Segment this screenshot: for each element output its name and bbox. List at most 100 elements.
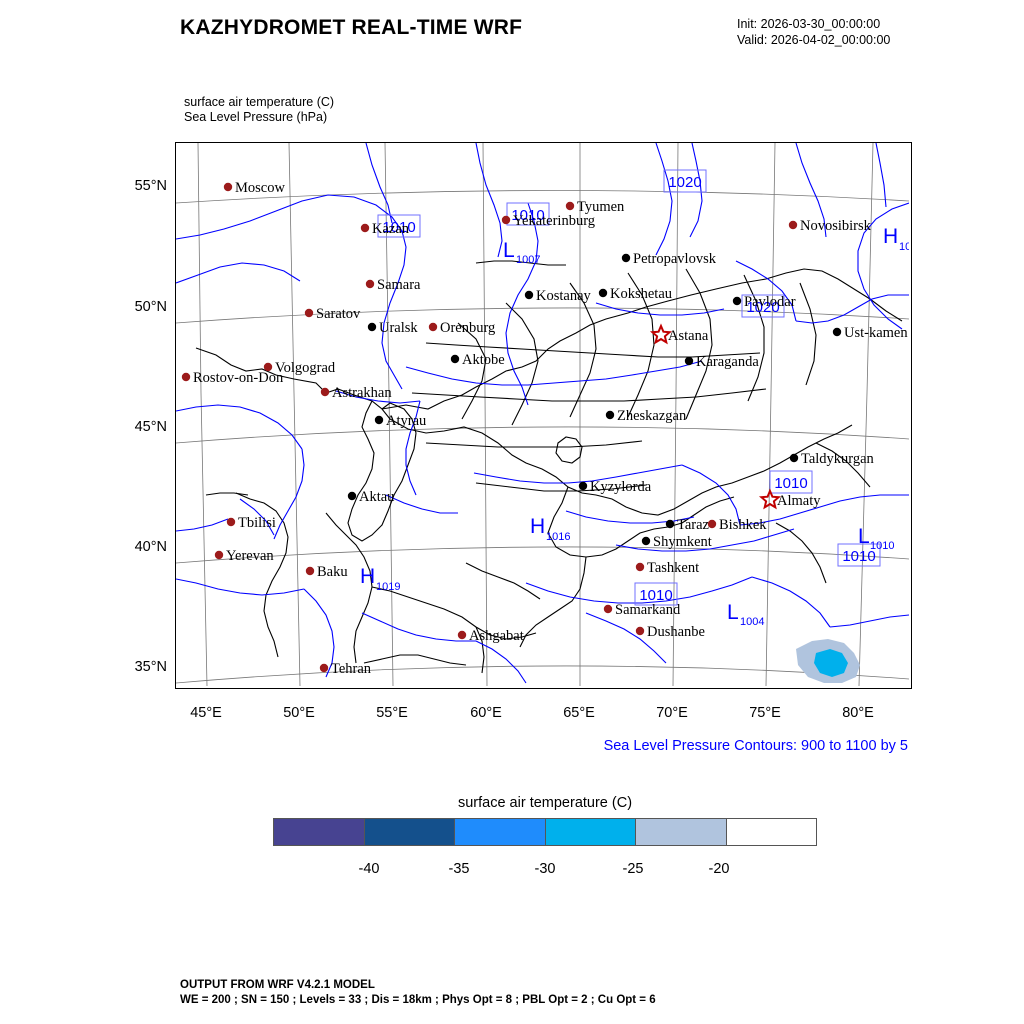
- x-tick-label: 75°E: [749, 705, 781, 721]
- high-center: H1024: [883, 225, 909, 253]
- contour-caption: Sea Level Pressure Contours: 900 to 1100…: [603, 738, 908, 754]
- svg-text:1024: 1024: [899, 241, 909, 253]
- city-marker[interactable]: Kazan: [360, 221, 410, 237]
- city-marker[interactable]: Orenburg: [428, 320, 496, 336]
- city-marker[interactable]: Uralsk: [367, 320, 419, 336]
- city-marker[interactable]: Yekaterinburg: [501, 213, 595, 229]
- weather-map[interactable]: 1010 1010 1020 1020 1020 1010: [175, 142, 912, 689]
- svg-text:H: H: [360, 565, 375, 588]
- colorbar-swatch: [725, 819, 816, 845]
- city-marker[interactable]: Almaty: [758, 488, 821, 510]
- pressure-label: 1010: [769, 470, 813, 494]
- city-marker[interactable]: Moscow: [223, 180, 286, 196]
- city-marker[interactable]: Aktau: [347, 489, 395, 505]
- footer-model-line: OUTPUT FROM WRF V4.2.1 MODEL: [180, 979, 375, 991]
- svg-text:1010: 1010: [511, 207, 544, 224]
- y-tick-label: 35°N: [134, 659, 167, 675]
- city-label: Astana: [668, 328, 709, 344]
- colorbar-tick-label: -25: [622, 861, 644, 877]
- pressure-label: 1020: [663, 169, 707, 193]
- svg-text:1016: 1016: [546, 531, 570, 543]
- y-tick-label: 45°N: [134, 419, 167, 435]
- city-label: Taraz: [677, 517, 710, 533]
- city-marker[interactable]: Kokshetau: [598, 286, 672, 302]
- city-label: Volgograd: [275, 360, 336, 376]
- field-subtitle-pressure: Sea Level Pressure (hPa): [184, 110, 328, 124]
- svg-text:1007: 1007: [516, 254, 540, 266]
- city-marker[interactable]: Tashkent: [635, 560, 699, 576]
- city-label: Taldykurgan: [801, 451, 875, 467]
- city-marker[interactable]: Astana: [649, 323, 709, 345]
- city-label: Dushanbe: [647, 624, 705, 640]
- country-borders: [195, 260, 903, 674]
- city-marker[interactable]: Astrakhan: [320, 385, 393, 401]
- y-tick-label: 50°N: [134, 299, 167, 315]
- city-label: Aktau: [359, 489, 394, 505]
- colorbar-tick-label: -35: [448, 861, 470, 877]
- city-label: Aktobe: [462, 352, 505, 368]
- svg-text:1010: 1010: [870, 540, 894, 552]
- city-marker[interactable]: Saratov: [304, 306, 361, 322]
- svg-text:1010: 1010: [639, 587, 672, 604]
- city-label: Karaganda: [696, 354, 759, 370]
- svg-text:H: H: [530, 515, 545, 538]
- city-marker[interactable]: Samara: [365, 277, 421, 293]
- map-canvas: 1010 1010 1020 1020 1020 1010: [176, 143, 909, 686]
- city-marker[interactable]: Samarkand: [603, 602, 681, 618]
- city-label: Astrakhan: [332, 385, 392, 401]
- city-label: Yekaterinburg: [513, 213, 595, 229]
- city-marker[interactable]: Tyumen: [565, 199, 625, 215]
- colorbar-swatch: [274, 819, 364, 845]
- city-label: Samarkand: [615, 602, 681, 618]
- city-marker[interactable]: Pavlodar: [732, 294, 796, 310]
- x-tick-label: 60°E: [470, 705, 502, 721]
- city-marker[interactable]: Taldykurgan: [789, 451, 875, 467]
- city-marker[interactable]: Rostov-on-Don: [181, 370, 284, 386]
- x-tick-label: 70°E: [656, 705, 688, 721]
- pressure-label: 1010: [634, 582, 678, 606]
- low-center: L 1010: [858, 525, 894, 552]
- city-label: Tbilisi: [238, 515, 276, 531]
- city-marker[interactable]: Bishkek: [707, 517, 767, 533]
- svg-text:1010: 1010: [382, 219, 415, 236]
- city-marker[interactable]: Zheskazgan: [605, 408, 687, 424]
- y-tick-label: 55°N: [134, 178, 167, 194]
- high-center: H 1019: [360, 565, 400, 593]
- svg-text:H: H: [883, 225, 898, 248]
- city-marker[interactable]: Tbilisi: [226, 515, 276, 531]
- city-marker[interactable]: Aktobe: [450, 352, 505, 368]
- city-marker[interactable]: Tehran: [319, 661, 372, 677]
- pressure-label: 1010: [506, 202, 550, 226]
- city-marker[interactable]: Atyrau: [374, 413, 426, 429]
- city-marker[interactable]: Taraz: [665, 517, 710, 533]
- city-label: Tyumen: [577, 199, 625, 215]
- city-marker[interactable]: Kyzylorda: [578, 479, 652, 495]
- city-layer: Moscow Kazan Samara Saratov Uralsk Orenburg Ro…: [181, 180, 909, 677]
- colorbar-tick-label: -30: [534, 861, 556, 877]
- city-marker[interactable]: Petropavlovsk: [621, 251, 717, 267]
- colorbar[interactable]: [273, 818, 817, 846]
- city-label: Orenburg: [440, 320, 495, 336]
- city-label: Almaty: [777, 493, 821, 509]
- city-marker[interactable]: Yerevan: [214, 548, 275, 564]
- city-marker[interactable]: Dushanbe: [635, 624, 705, 640]
- city-label: Shymkent: [653, 534, 712, 550]
- city-marker[interactable]: Ashgabat: [457, 628, 524, 644]
- city-label: Pavlodar: [744, 294, 796, 310]
- city-marker[interactable]: Karaganda: [684, 354, 760, 370]
- city-marker[interactable]: Volgograd: [263, 360, 336, 376]
- city-marker[interactable]: Kostanay: [524, 288, 592, 304]
- colorbar-swatch: [454, 819, 545, 845]
- y-tick-label: 40°N: [134, 539, 167, 555]
- city-marker[interactable]: Novosibirsk: [788, 218, 872, 234]
- city-label: Kostanay: [536, 288, 592, 304]
- x-tick-label: 80°E: [842, 705, 874, 721]
- svg-text:1020: 1020: [668, 174, 701, 191]
- city-marker[interactable]: Baku: [305, 564, 348, 580]
- svg-text:L: L: [727, 601, 739, 624]
- footer-config-line: WE = 200 ; SN = 150 ; Levels = 33 ; Dis …: [180, 994, 656, 1006]
- svg-text:L: L: [503, 239, 515, 262]
- city-marker[interactable]: Shymkent: [641, 534, 712, 550]
- city-marker[interactable]: Ust-kamen: [832, 325, 909, 341]
